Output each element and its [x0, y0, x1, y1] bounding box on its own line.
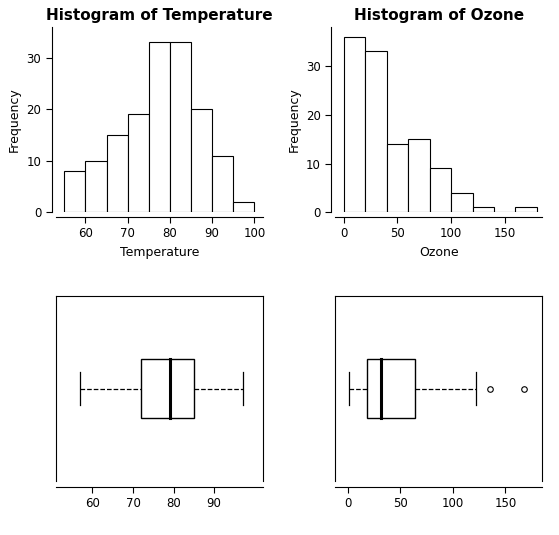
- Bar: [233, 202, 254, 212]
- Title: Histogram of Ozone: Histogram of Ozone: [354, 8, 524, 23]
- Bar: [408, 139, 430, 212]
- Bar: [64, 171, 86, 212]
- Bar: [107, 135, 127, 212]
- Title: Histogram of Temperature: Histogram of Temperature: [46, 8, 273, 23]
- Bar: [86, 161, 107, 212]
- X-axis label: Temperature: Temperature: [120, 246, 199, 258]
- Bar: [149, 42, 170, 212]
- Bar: [191, 109, 212, 212]
- Bar: [367, 359, 415, 418]
- Y-axis label: Frequency: Frequency: [287, 87, 300, 152]
- Bar: [472, 208, 494, 212]
- Bar: [387, 144, 408, 212]
- X-axis label: Ozone: Ozone: [419, 246, 458, 258]
- Bar: [127, 114, 149, 212]
- Bar: [451, 193, 472, 212]
- Bar: [170, 42, 191, 212]
- Bar: [344, 36, 365, 212]
- Bar: [515, 208, 537, 212]
- Bar: [141, 359, 194, 418]
- Bar: [365, 51, 387, 212]
- Bar: [430, 169, 451, 212]
- Y-axis label: Frequency: Frequency: [8, 87, 21, 152]
- Bar: [212, 156, 233, 212]
